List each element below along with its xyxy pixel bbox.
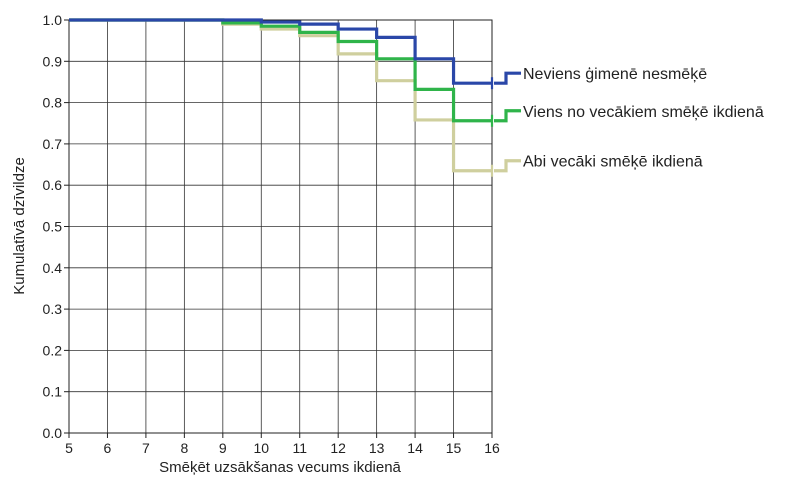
series-line-2 <box>69 18 492 173</box>
x-axis-label: Smēķēt uzsākšanas vecums ikdienā <box>159 459 401 476</box>
series-lines <box>69 18 494 177</box>
legend-swatch-1 <box>494 109 521 123</box>
x-tick-label-9: 14 <box>407 440 423 456</box>
legend-label-0: Neviens ģimenē nesmēķē <box>523 65 707 83</box>
y-tick-label-4: 0.4 <box>43 260 63 276</box>
x-tick-label-5: 10 <box>253 440 269 456</box>
series-line-0 <box>69 18 492 85</box>
x-tick-label-10: 15 <box>446 440 462 456</box>
series-line-1 <box>69 18 492 123</box>
y-axis-label: Kumulatīvā dzīvildze <box>11 157 28 295</box>
x-tick-label-4: 9 <box>219 440 227 456</box>
y-tick-label-8: 0.8 <box>43 95 63 111</box>
y-tick-label-0: 0.0 <box>43 425 63 441</box>
x-tick-label-1: 6 <box>104 440 112 456</box>
y-tick-label-3: 0.3 <box>43 301 63 317</box>
y-tick-label-2: 0.2 <box>43 342 63 358</box>
x-tick-label-2: 7 <box>142 440 150 456</box>
y-tick-label-1: 0.1 <box>43 384 63 400</box>
legend-swatch-2 <box>494 159 521 173</box>
x-tick-label-3: 8 <box>180 440 188 456</box>
x-tick-label-0: 5 <box>65 440 73 456</box>
legend: Neviens ģimenē nesmēķē Viens no vecākiem … <box>494 65 764 173</box>
x-tick-label-11: 16 <box>484 440 500 456</box>
y-axis-ticks: 0.0 0.1 0.2 0.3 0.4 0.5 0.6 0.7 0.8 0.9 1.0 <box>43 12 69 441</box>
y-tick-label-6: 0.6 <box>43 177 63 193</box>
y-tick-label-5: 0.5 <box>43 219 63 235</box>
legend-label-1: Viens no vecākiem smēķē ikdienā <box>523 104 764 121</box>
grid <box>68 19 493 434</box>
x-tick-label-6: 11 <box>292 440 307 456</box>
y-tick-label-10: 1.0 <box>43 12 63 28</box>
y-tick-label-7: 0.7 <box>43 136 63 152</box>
x-axis-ticks: 5 6 7 8 9 10 11 12 13 14 15 16 <box>65 433 500 456</box>
x-tick-label-8: 13 <box>369 440 385 456</box>
x-tick-label-7: 12 <box>330 440 346 456</box>
y-tick-label-9: 0.9 <box>43 53 63 69</box>
legend-swatch-0 <box>494 71 521 85</box>
legend-label-2: Abi vecāki smēķē ikdienā <box>523 154 703 171</box>
